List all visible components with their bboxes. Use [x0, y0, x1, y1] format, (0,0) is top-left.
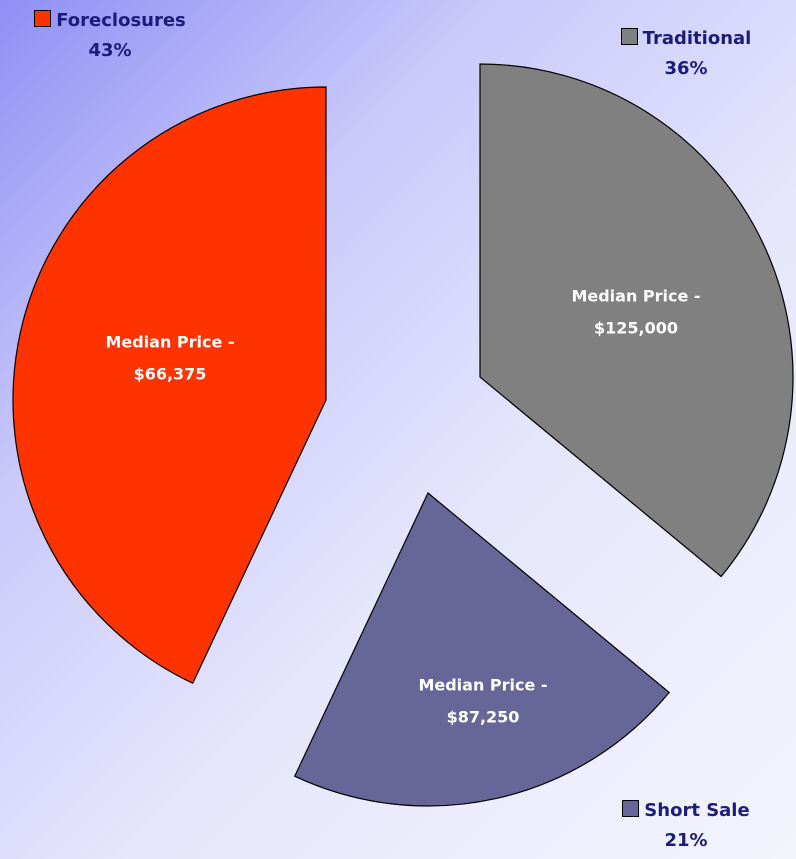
percent-label: 36%: [664, 58, 708, 79]
category-name: Short Sale: [644, 800, 750, 821]
category-name: Foreclosures: [56, 10, 186, 31]
slice-label: $66,375: [134, 365, 207, 384]
slice-label: $87,250: [447, 708, 520, 727]
slice-label: Median Price -: [105, 333, 234, 352]
percent-label: 43%: [88, 40, 132, 61]
legend-swatch: [622, 800, 640, 817]
slice-label: Median Price -: [571, 287, 700, 306]
pie-slice: [293, 492, 671, 807]
outer-label: Short Sale 21%: [586, 796, 786, 856]
slice-label: $125,000: [594, 319, 678, 338]
pie-slice: [479, 63, 794, 578]
slice-label: Median Price -: [418, 676, 547, 695]
percent-label: 21%: [664, 830, 708, 851]
legend-swatch: [620, 28, 638, 45]
pie-slice: [12, 86, 327, 685]
outer-label: Foreclosures 43%: [30, 6, 190, 66]
legend-swatch: [34, 10, 52, 27]
outer-label: Traditional 36%: [596, 24, 776, 84]
category-name: Traditional: [642, 28, 752, 49]
